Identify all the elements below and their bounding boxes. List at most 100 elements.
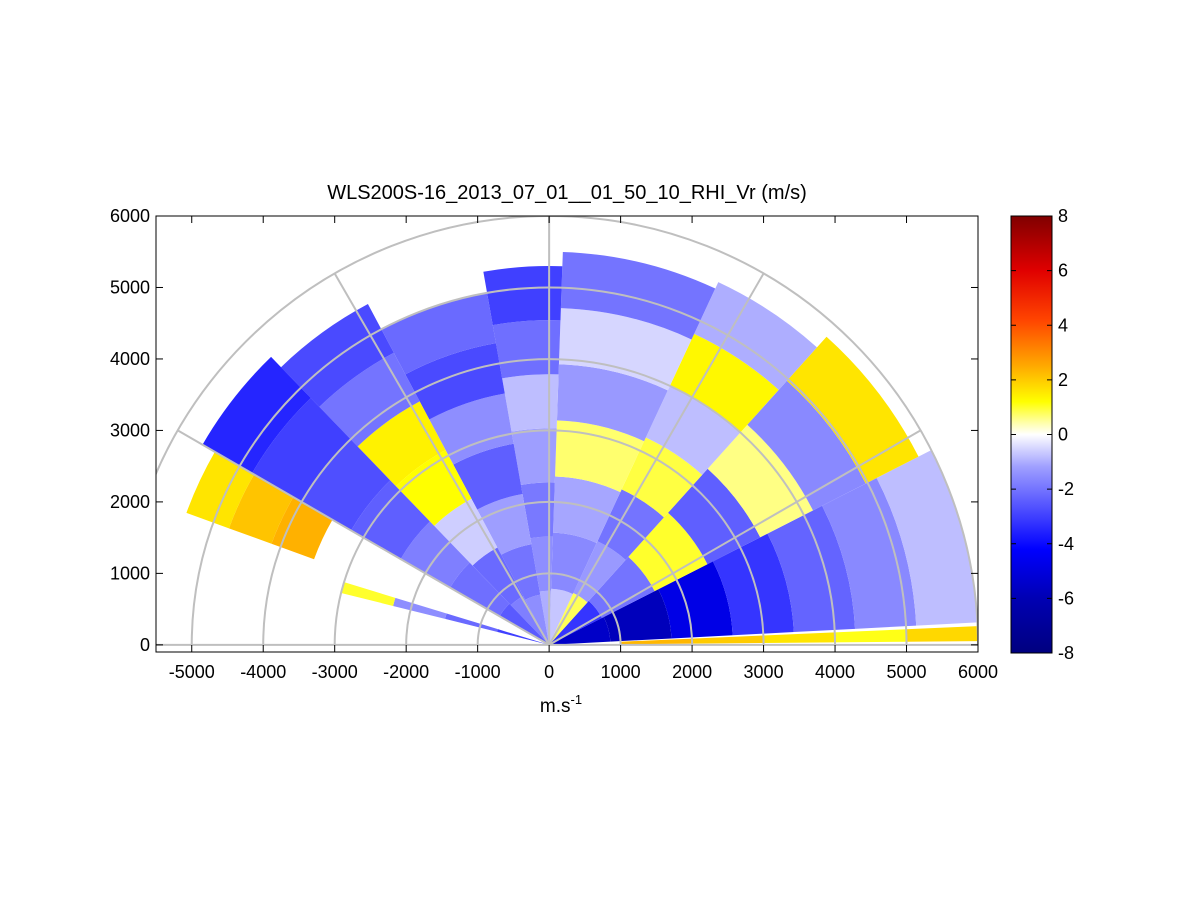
axes-frame — [155, 215, 979, 653]
heatmap-cell-s1-r0 — [549, 600, 602, 645]
colorbar-tick-label: -4 — [1058, 534, 1074, 554]
y-axis: 0 1000 2000 3000 4000 5000 6000 — [110, 206, 978, 655]
heatmap-cell-s5-r2 — [477, 494, 532, 555]
x-tick-label: 5000 — [886, 662, 926, 682]
heatmap-cell-s3-r0 — [549, 588, 573, 645]
heatmap-cell-s1-r1 — [588, 556, 655, 618]
y-tick-label: 5000 — [110, 277, 150, 297]
radial-line-60 — [548, 272, 765, 646]
heatmap-cell-s3-r5 — [558, 308, 692, 391]
colorbar-ticks: -8 -6 -4 -2 0 2 4 6 8 — [1011, 206, 1074, 663]
heatmap-cell-s6-r0 — [510, 596, 550, 645]
x-axis: -5000 -4000 -3000 -2000 -1000 0 1000 2000 3000 40… — [169, 216, 998, 682]
heatmap-cell-s10-r4 — [906, 626, 978, 642]
heatmap-cell-s4-r1 — [530, 536, 553, 592]
heatmap-cell-s0-r5 — [822, 477, 917, 629]
heatmap-cell-s4-r3 — [511, 428, 557, 485]
heatmap-cell-s2-r3 — [621, 437, 703, 518]
radial-line-120 — [333, 272, 550, 646]
heatmap-cell-s1-r4 — [707, 424, 813, 538]
heatmap-cell-s7-r1 — [450, 562, 510, 617]
heatmap-cell-s4-r6 — [483, 266, 563, 326]
x-tick-label: 2000 — [672, 662, 712, 682]
heatmap-cell-s2-r1 — [573, 541, 626, 603]
heatmap-cell-s7-r5 — [252, 398, 351, 502]
heatmap-cell-s0-r0 — [549, 617, 611, 645]
x-tick-label: 0 — [544, 662, 554, 682]
heatmap-cell-s7-r6 — [202, 356, 311, 474]
heatmap-cell-s0-r4 — [767, 505, 856, 633]
x-tick-label: -4000 — [240, 662, 286, 682]
heatmap-cell-s9-r1 — [445, 613, 498, 632]
data-layer — [186, 251, 978, 645]
heatmap-cell-s8-r0 — [271, 497, 333, 560]
x-tick-label: 6000 — [958, 662, 998, 682]
heatmap-cell-s3-r4 — [556, 364, 668, 442]
heatmap-cell-s5-r3 — [453, 443, 523, 510]
heatmap-cell-s2-r5 — [669, 333, 779, 433]
x-axis-label-base: m.s — [540, 696, 571, 717]
heatmap-cell-s10-r0 — [620, 638, 693, 645]
colorbar-tick-label: 2 — [1058, 370, 1068, 390]
heatmap-cell-s7-r4 — [301, 439, 391, 531]
x-tick-label: -3000 — [312, 662, 358, 682]
y-tick-label: 2000 — [110, 492, 150, 512]
colorbar-tick-label: 4 — [1058, 315, 1068, 335]
heatmap-cell-s0-r6 — [876, 450, 978, 626]
chart-title: WLS200S-16_2013_07_01__01_50_10_RHI_Vr (… — [327, 182, 807, 204]
heatmap-cell-s1-r2 — [628, 512, 708, 592]
colorbar-tick-label: -6 — [1058, 588, 1074, 608]
x-tick-label: 4000 — [815, 662, 855, 682]
heatmap-cell-s3-r2 — [553, 476, 621, 544]
heatmap-cell-s10-r1 — [691, 635, 764, 644]
heatmap-cell-s5-r5 — [405, 343, 505, 420]
radial-line-150 — [177, 429, 550, 646]
heatmap-cell-s8-r1 — [228, 474, 294, 544]
colorbar: -8 -6 -4 -2 0 2 4 6 8 — [1010, 206, 1074, 663]
heatmap-cell-s9-r3 — [341, 582, 396, 606]
heatmap-cell-s5-r0 — [525, 594, 550, 645]
heatmap-cell-s2-r4 — [645, 385, 741, 475]
heatmap-cell-s3-r3 — [555, 420, 645, 493]
heatmap-cell-s7-r0 — [499, 603, 550, 645]
heatmap-cell-s10-r2 — [763, 632, 836, 643]
x-tick-label: -5000 — [169, 662, 215, 682]
colorbar-tick-label: 6 — [1058, 261, 1068, 281]
x-tick-label: -2000 — [383, 662, 429, 682]
y-tick-label: 6000 — [110, 206, 150, 226]
colorbar-scale — [1010, 215, 1053, 654]
heatmap-cell-s2-r2 — [597, 489, 664, 560]
y-tick-label: 0 — [140, 635, 150, 655]
heatmap-cell-s6-r3 — [395, 450, 472, 526]
y-tick-label: 4000 — [110, 349, 150, 369]
heatmap-cell-s6-r2 — [434, 498, 498, 566]
y-tick-label: 1000 — [110, 563, 150, 583]
heatmap-cell-s2-r6 — [694, 282, 817, 390]
colorbar-tick-label: -2 — [1058, 479, 1074, 499]
x-tick-label: 3000 — [744, 662, 784, 682]
x-axis-label-exponent: -1 — [571, 692, 583, 707]
heatmap-cell-s9-r2 — [393, 597, 447, 619]
colorbar-tick-label: -8 — [1058, 643, 1074, 663]
heatmap-cell-s2-r0 — [549, 593, 588, 645]
heatmap-cell-s5-r1 — [501, 544, 541, 600]
heatmap-cell-s4-r2 — [520, 482, 555, 539]
heatmap-cell-s0-r3 — [712, 533, 794, 636]
x-tick-label: -1000 — [455, 662, 501, 682]
radial-line-30 — [548, 429, 922, 646]
y-tick-label: 3000 — [110, 420, 150, 440]
heatmap-cell-s5-r6 — [381, 292, 496, 375]
heatmap-cell-s4-r5 — [492, 320, 561, 379]
heatmap-cell-s5-r4 — [429, 393, 514, 465]
colorbar-tick-label: 0 — [1058, 425, 1068, 445]
colorbar-tick-label: 8 — [1058, 206, 1068, 226]
heatmap-cell-s1-r6 — [786, 336, 919, 484]
heatmap-cell-s4-r4 — [502, 374, 559, 432]
heatmap-cell-s3-r6 — [560, 251, 716, 340]
heatmap-cell-s6-r1 — [472, 547, 524, 606]
heatmap-cell-s7-r3 — [351, 480, 430, 560]
heatmap-cell-s7-r2 — [400, 521, 470, 588]
heatmap-cell-s9-r0 — [497, 629, 550, 645]
heatmap-cell-s0-r1 — [603, 589, 672, 642]
